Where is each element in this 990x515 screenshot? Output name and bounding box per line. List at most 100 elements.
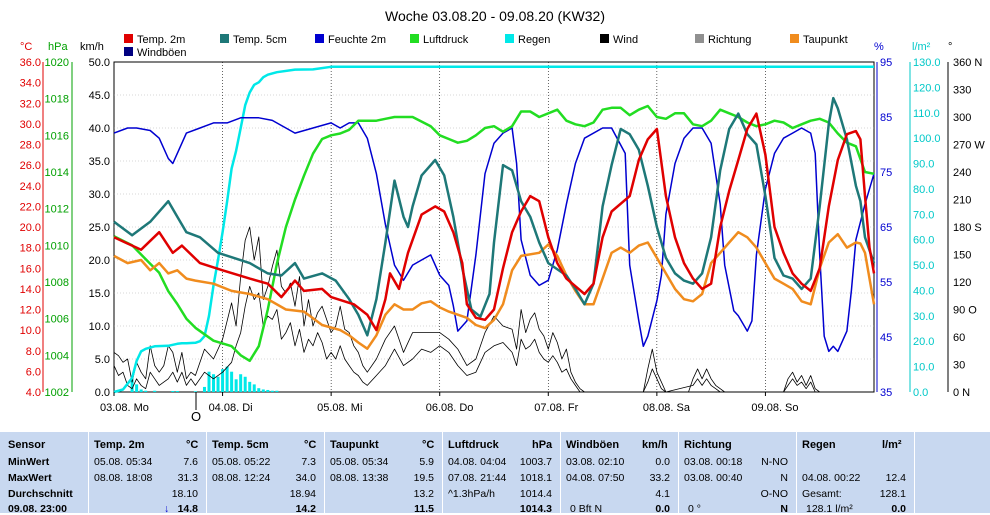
celsius-axis-title: °C xyxy=(20,41,32,53)
chart-title: Woche 03.08.20 - 09.08.20 (KW32) xyxy=(385,8,605,24)
percent-tick-label: 85 xyxy=(880,112,892,124)
rain-bar xyxy=(130,379,134,392)
kmh-tick-label: 15.0 xyxy=(89,288,110,300)
celsius-tick-label: 24.0 xyxy=(20,181,41,193)
temp5cm-current-value: 14.2 xyxy=(295,503,316,515)
celsius-tick-label: 18.0 xyxy=(20,243,41,255)
windboeen-min-time: 03.08. 02:10 xyxy=(566,456,625,468)
x-day-label: 04.08. Di xyxy=(209,402,253,414)
rain-tick-label: 10.0 xyxy=(913,362,934,374)
hpa-tick-label: 1014 xyxy=(45,167,69,179)
temp5cm-max-time: 08.08. 12:24 xyxy=(212,472,271,484)
kmh-axis-title: km/h xyxy=(80,41,104,53)
series-line-temp-5cm xyxy=(113,96,876,337)
rain-bar xyxy=(239,374,243,392)
chart-legend: Temp. 2m Temp. 5cm Feuchte 2m Luftdruck Rege… xyxy=(124,34,848,59)
luftdruck-min-time: 04.08. 04:04 xyxy=(448,456,507,468)
rain-tick-label: 80.0 xyxy=(913,184,934,196)
legend-swatch-richtung xyxy=(695,34,704,43)
rain-tick-label: 70.0 xyxy=(913,209,934,221)
now-marker: O xyxy=(191,409,201,424)
windboeen-header: Windböen xyxy=(566,439,620,451)
celsius-tick-label: 10.0 xyxy=(20,325,41,337)
series-line-regen xyxy=(113,65,874,394)
kmh-tick-label: 25.0 xyxy=(89,222,110,234)
series-line-windboeen xyxy=(113,226,874,393)
x-axis-labels: 03.08. Mo 04.08. Di 05.08. Mi 06.08. Do 07.0… xyxy=(100,392,799,414)
temp5cm-min-time: 05.08. 05:22 xyxy=(212,456,271,468)
legend-label-luftdruck: Luftdruck xyxy=(423,34,469,46)
celsius-tick-label: 26.0 xyxy=(20,160,41,172)
series-lines xyxy=(113,65,876,394)
rain-tick-label: 30.0 xyxy=(913,311,934,323)
x-day-label: 09.08. So xyxy=(751,402,798,414)
rain-bar xyxy=(243,376,247,392)
taupunkt-header: Taupunkt xyxy=(330,439,379,451)
direction-tick-label: 150 xyxy=(953,250,971,262)
row-label-current: 09.08. 23:00 xyxy=(8,503,67,515)
hpa-axis-title: hPa xyxy=(48,41,68,53)
weather-chart: Woche 03.08.20 - 09.08.20 (KW32) Temp. 2… xyxy=(20,8,986,424)
legend-label-feuchte-2m: Feuchte 2m xyxy=(328,34,386,46)
x-day-label: 06.08. Do xyxy=(426,402,474,414)
luftdruck-avg-value: 1014.4 xyxy=(519,488,552,500)
percent-tick-label: 35 xyxy=(880,387,892,399)
regen-current-value: 0.0 xyxy=(891,503,906,515)
direction-tick-label: 300 xyxy=(953,112,971,124)
series-line-taupunkt xyxy=(113,230,876,350)
regen-total-value: 128.1 xyxy=(879,488,906,500)
legend-swatch-regen xyxy=(505,34,514,43)
hpa-tick-label: 1018 xyxy=(45,94,69,106)
row-label-max: MaxWert xyxy=(8,472,52,484)
regen-total-label: Gesamt: xyxy=(802,488,842,500)
temp2m-trend-arrow-icon: ↓ xyxy=(164,503,170,515)
temp2m-avg-value: 18.10 xyxy=(171,488,198,500)
windboeen-min-value: 0.0 xyxy=(655,456,670,468)
rain-tick-label: 110.0 xyxy=(913,108,940,120)
temp2m-unit: °C xyxy=(186,439,199,451)
richtung-current-value: N xyxy=(780,503,788,515)
celsius-tick-label: 4.0 xyxy=(26,387,41,399)
temp2m-min-time: 05.08. 05:34 xyxy=(94,456,153,468)
legend-label-temp-2m: Temp. 2m xyxy=(137,34,185,46)
rain-bars xyxy=(130,366,279,392)
rain-tick-label: 130.0 xyxy=(913,57,941,69)
richtung-min-time: 03.08. 00:18 xyxy=(684,456,743,468)
legend-label-wind: Wind xyxy=(613,34,638,46)
rain-bar xyxy=(234,379,238,392)
direction-tick-label: 240 xyxy=(953,167,971,179)
direction-tick-label: 360 N xyxy=(953,57,982,69)
hpa-tick-label: 1004 xyxy=(45,350,69,362)
direction-tick-label: 0 N xyxy=(953,387,970,399)
hpa-tick-label: 1006 xyxy=(45,314,69,326)
temp2m-header: Temp. 2m xyxy=(94,439,145,451)
series-line-temp-2m xyxy=(113,112,876,332)
hpa-tick-label: 1020 xyxy=(45,57,69,69)
rain-bar xyxy=(216,376,220,392)
luftdruck-current-value: 1014.3 xyxy=(519,503,552,515)
rain-bar xyxy=(202,386,206,392)
rain-tick-label: 100.0 xyxy=(913,133,941,145)
luftdruck-max-value: 1018.1 xyxy=(519,472,552,484)
hpa-tick-label: 1008 xyxy=(45,277,69,289)
rain-bar xyxy=(225,366,229,392)
rain-tick-label: 40.0 xyxy=(913,285,934,297)
celsius-tick-label: 6.0 xyxy=(26,366,41,378)
luftdruck-unit: hPa xyxy=(532,439,553,451)
direction-tick-label: 120 xyxy=(953,277,971,289)
hpa-tick-label: 1016 xyxy=(45,130,69,142)
taupunkt-min-value: 5.9 xyxy=(419,456,434,468)
legend-swatch-taupunkt xyxy=(790,34,799,43)
rain-bar xyxy=(270,390,274,392)
kmh-tick-label: 40.0 xyxy=(89,123,110,135)
legend-swatch-temp-2m xyxy=(124,34,133,43)
direction-tick-label: 270 W xyxy=(953,140,985,152)
kmh-tick-label: 20.0 xyxy=(89,255,110,267)
celsius-tick-label: 8.0 xyxy=(26,346,41,358)
celsius-tick-label: 32.0 xyxy=(20,98,41,110)
direction-tick-label: 30 xyxy=(953,360,965,372)
rain-bar xyxy=(171,390,175,392)
taupunkt-max-value: 19.5 xyxy=(413,472,434,484)
legend-label-taupunkt: Taupunkt xyxy=(803,34,848,46)
rain-tick-label: 50.0 xyxy=(913,260,934,272)
